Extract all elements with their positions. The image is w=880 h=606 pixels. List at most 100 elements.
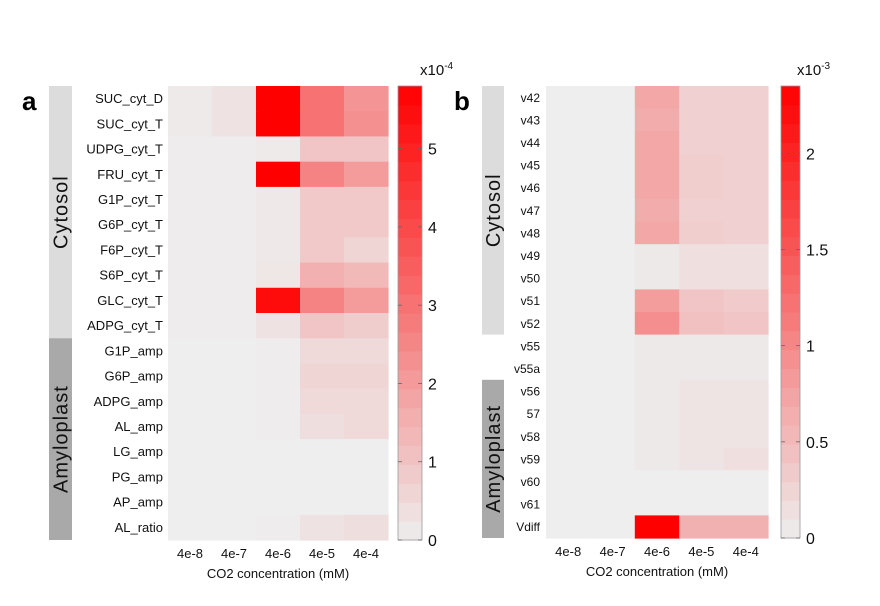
colorbar-tick-label: 0 xyxy=(428,533,437,550)
heatmap-cell xyxy=(634,108,680,132)
heatmap-cell xyxy=(300,313,345,339)
heatmap-cell xyxy=(679,312,725,336)
colorbar-exponent-power: -4 xyxy=(444,61,453,72)
colorbar-band xyxy=(781,142,800,162)
heatmap-cell xyxy=(344,86,389,112)
heatmap-cell xyxy=(634,289,680,313)
row-label: v55a xyxy=(514,362,540,376)
heatmap-cell xyxy=(344,237,389,264)
heatmap-cell xyxy=(300,388,345,415)
colorbar-band xyxy=(781,86,800,106)
heatmap-cell xyxy=(300,287,345,314)
colorbar-band xyxy=(398,104,422,125)
panel-letter-b: b xyxy=(454,86,470,116)
heatmap-cell xyxy=(344,136,389,163)
column-label: 4e-4 xyxy=(353,546,379,561)
heatmap-cell xyxy=(723,153,769,177)
heatmap-cell xyxy=(256,161,301,188)
colorbar-band xyxy=(781,217,800,238)
heatmap-cell xyxy=(344,161,389,188)
row-label: LG_amp xyxy=(113,444,163,459)
heatmap-cell xyxy=(256,514,301,541)
column-label: 4e-8 xyxy=(555,544,581,559)
colorbar-tick-label: 3 xyxy=(428,298,437,315)
heatmap-cell xyxy=(168,489,213,516)
heatmap-cell xyxy=(679,86,725,110)
heatmap-cell xyxy=(168,262,213,289)
heatmap-cell xyxy=(634,357,680,381)
colorbar-band xyxy=(781,519,800,539)
heatmap-cell xyxy=(168,111,213,138)
heatmap-cell xyxy=(300,111,345,138)
heatmap-cell xyxy=(546,266,591,290)
heatmap-cell xyxy=(634,447,680,471)
group-label-amyloplast: Amyloplast xyxy=(51,385,73,493)
heatmap-cell xyxy=(590,266,636,290)
heatmap-cell xyxy=(679,515,725,539)
heatmap-cell xyxy=(679,153,725,177)
heatmap-panel-a: Cytosol Amyloplast SUC_cyt_D SUC_cyt_T UDPG_… xyxy=(49,61,454,581)
row-label: v48 xyxy=(521,226,541,240)
heatmap-cell xyxy=(344,262,389,289)
heatmap-cell xyxy=(546,108,591,132)
heatmap-cell xyxy=(344,464,389,491)
heatmap-cell xyxy=(590,402,636,426)
heatmap-cell xyxy=(300,212,345,238)
heatmap-cell xyxy=(546,357,591,381)
heatmap-cell xyxy=(634,492,680,516)
heatmap-cell xyxy=(300,338,345,365)
heatmap-cell xyxy=(300,464,345,491)
colorbar-tick-label: 1.5 xyxy=(806,242,828,259)
row-label: v44 xyxy=(521,136,541,150)
heatmap-cell xyxy=(344,287,389,314)
row-label: v49 xyxy=(521,249,541,263)
heatmap-cell xyxy=(634,470,680,494)
heatmap-cell xyxy=(344,338,389,365)
heatmap-cell xyxy=(256,262,301,289)
colorbar-band xyxy=(398,502,422,522)
colorbar-band xyxy=(398,445,422,465)
heatmap-cell xyxy=(679,379,725,403)
colorbar-band xyxy=(398,86,422,106)
colorbar-band xyxy=(398,275,422,295)
colorbar-band xyxy=(781,236,800,257)
heatmap-cell xyxy=(679,289,725,313)
heatmap-cell xyxy=(546,447,591,471)
heatmap-cell xyxy=(590,86,636,110)
heatmap-cell xyxy=(300,161,345,188)
heatmap-cell xyxy=(634,244,680,268)
heatmap-cell xyxy=(300,186,345,213)
row-label: v55 xyxy=(521,339,541,353)
heatmap-cell xyxy=(300,439,345,465)
heatmap-cell xyxy=(634,153,680,177)
colorbar-band xyxy=(781,406,800,426)
heatmap-cell xyxy=(590,334,636,358)
row-label: v56 xyxy=(521,385,541,399)
colorbar-band xyxy=(781,368,800,388)
colorbar-exponent-base: x10 xyxy=(420,62,444,79)
heatmap-cell xyxy=(344,514,389,541)
group-label-cytosol: Cytosol xyxy=(483,173,505,247)
heatmap-cell xyxy=(168,464,213,491)
colorbar-band xyxy=(398,331,422,352)
heatmap-cell xyxy=(212,186,257,213)
heatmap-cell xyxy=(590,108,636,132)
colorbar-tick-label: 1 xyxy=(806,339,815,356)
row-label: v45 xyxy=(521,159,541,173)
colorbar-band xyxy=(781,123,800,144)
heatmap-cell xyxy=(590,425,636,449)
heatmap-cell xyxy=(590,176,636,200)
colorbar-exponent-power: -3 xyxy=(821,61,830,72)
column-label: 4e-4 xyxy=(733,544,759,559)
colorbar-band xyxy=(781,387,800,407)
row-label: G6P_amp xyxy=(104,369,163,384)
colorbar-frame xyxy=(397,85,423,541)
heatmap-cell xyxy=(212,413,257,440)
row-label: v46 xyxy=(521,181,541,195)
colorbar-band xyxy=(398,142,422,163)
heatmap-cell xyxy=(634,515,680,539)
heatmap-cell xyxy=(300,514,345,541)
heatmap-cell xyxy=(168,212,213,238)
heatmap-cell xyxy=(168,363,213,390)
